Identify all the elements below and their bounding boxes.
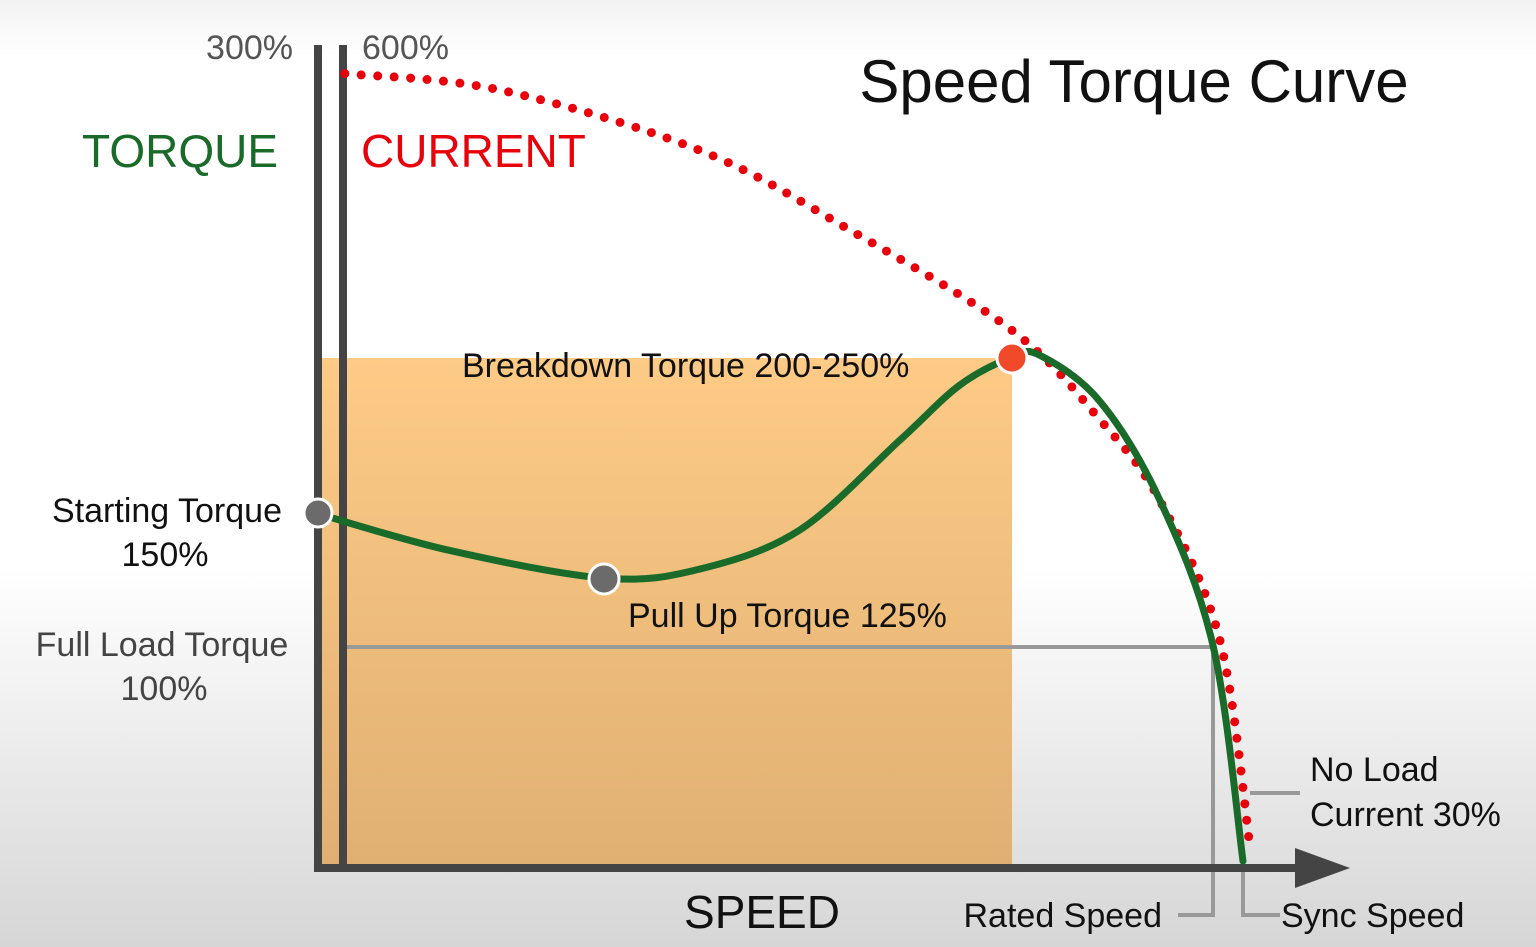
current-max-tick: 600%: [362, 29, 449, 67]
torque-axis-label: TORQUE: [82, 125, 278, 177]
no-load-current-value: Current 30%: [1310, 796, 1501, 834]
speed-axis-arrow: [1295, 848, 1350, 888]
no-load-current-label: No Load: [1310, 751, 1439, 789]
rated-speed-label: Rated Speed: [964, 897, 1163, 935]
starting-torque-marker: [302, 497, 334, 529]
starting-torque-label: Starting Torque: [52, 492, 282, 530]
pull-up-torque-marker: [587, 562, 621, 596]
torque-curve: [314, 347, 1247, 865]
sync-speed-leader: [1241, 868, 1280, 917]
pull-up-torque-label: Pull Up Torque 125%: [628, 597, 947, 635]
full-load-rated-speed-line: [345, 645, 1215, 917]
current-curve: [340, 69, 1255, 855]
full-load-torque-value: 100%: [121, 670, 208, 708]
chart-title: Speed Torque Curve: [859, 48, 1408, 115]
speed-axis-label: SPEED: [684, 886, 840, 938]
breakdown-torque-marker: [995, 341, 1029, 375]
breakdown-torque-label: Breakdown Torque 200-250%: [462, 347, 909, 385]
sync-speed-label: Sync Speed: [1281, 897, 1464, 935]
starting-torque-value: 150%: [122, 536, 209, 574]
current-axis-label: CURRENT: [361, 125, 586, 177]
full-load-torque-label: Full Load Torque: [36, 626, 289, 664]
torque-max-tick: 300%: [206, 29, 293, 67]
